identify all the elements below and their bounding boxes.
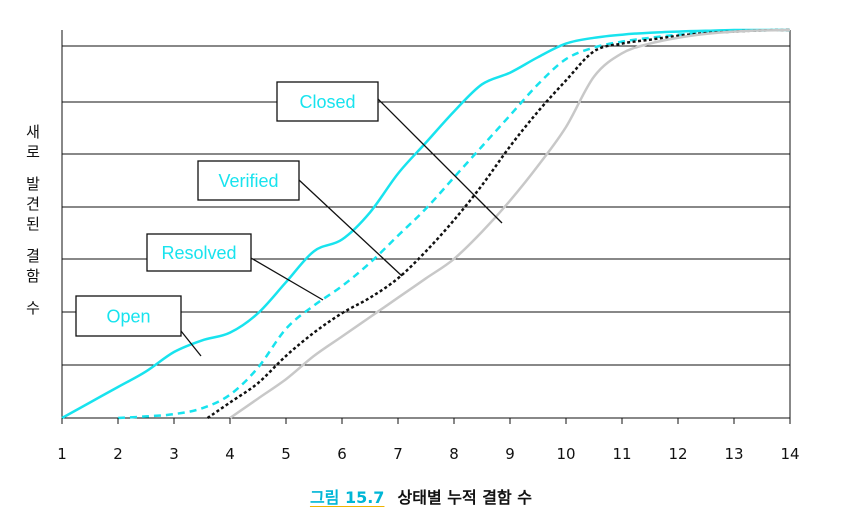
figure-title: 상태별 누적 결함 수 (397, 488, 533, 507)
callout-leader-closed (377, 98, 503, 224)
x-tick-label: 13 (724, 445, 743, 463)
y-label-char: 견 (26, 195, 40, 213)
callout-leader-verified (298, 179, 403, 277)
y-label-char: 함 (26, 267, 40, 285)
x-tick-label: 9 (505, 445, 515, 463)
y-label-char: 결 (26, 247, 40, 265)
callout-label-resolved: Resolved (161, 243, 236, 263)
callout-label-closed: Closed (299, 92, 355, 112)
x-tick-label: 1 (57, 445, 67, 463)
series-line-open (61, 28, 790, 420)
x-tick-label: 6 (337, 445, 347, 463)
y-label-gap (24, 234, 42, 246)
callout-box-verified (197, 160, 300, 201)
callout-box-open (75, 295, 182, 337)
x-tick-label: 14 (780, 445, 799, 463)
y-label-char: 새 (26, 123, 40, 141)
y-label-gap (24, 286, 42, 298)
x-tick-label: 8 (449, 445, 459, 463)
callout-box-closed (276, 81, 379, 122)
series-line-closed (229, 28, 791, 420)
callout-label-open: Open (106, 307, 150, 327)
y-label-char: 수 (26, 299, 40, 317)
series-callouts: Closed Verified Resolved Open (75, 81, 503, 357)
x-tick-label: 12 (668, 445, 687, 463)
x-tick-label: 11 (612, 445, 631, 463)
x-tick-label: 4 (225, 445, 235, 463)
figure-caption: 그림 15.7 상태별 누적 결함 수 (0, 484, 842, 508)
figure-number: 그림 15.7 (309, 488, 385, 507)
y-label-gap (24, 162, 42, 174)
callout-leader-open (180, 330, 202, 357)
series-line-verified (206, 28, 791, 420)
callout-box-resolved (146, 233, 252, 272)
x-tick-label: 2 (113, 445, 123, 463)
series-line-resolved (117, 28, 791, 420)
callout-label-verified: Verified (218, 171, 278, 191)
x-tick-label: 3 (169, 445, 179, 463)
x-tick-labels: 1 2 3 4 5 6 7 8 9 10 11 12 13 14 (57, 418, 800, 463)
x-tick-label: 5 (281, 445, 291, 463)
x-tick-label: 7 (393, 445, 403, 463)
callout-leader-resolved (250, 257, 324, 301)
series-lines (61, 28, 791, 420)
x-tick-label: 10 (556, 445, 575, 463)
y-label-char: 발 (26, 175, 40, 193)
y-label-char: 로 (26, 143, 40, 161)
y-label-char: 된 (26, 215, 40, 233)
axes (61, 30, 791, 419)
